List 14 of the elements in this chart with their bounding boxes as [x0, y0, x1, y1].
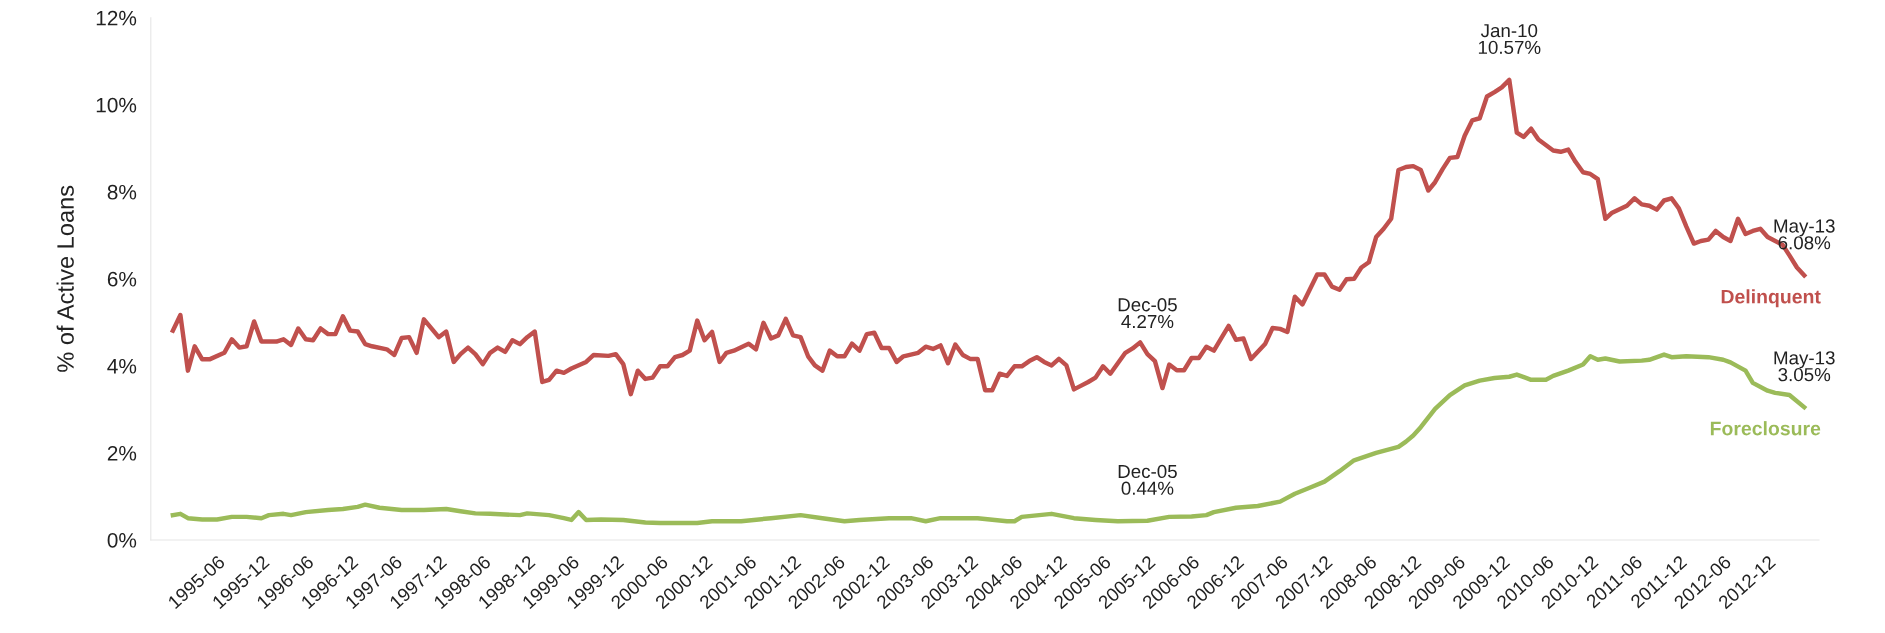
series-label: Delinquent: [1721, 289, 1821, 308]
y-tick-label: 6%: [107, 271, 137, 287]
y-tick-label: 0%: [107, 532, 137, 548]
annotation: Jan-10 10.57%: [1478, 23, 1541, 55]
series-label: Foreclosure: [1710, 421, 1821, 436]
y-tick-label: 12%: [96, 10, 137, 26]
annotation: May-13 3.05%: [1774, 351, 1835, 382]
annotation: Dec-05 0.44%: [1118, 464, 1177, 495]
y-tick-label: 10%: [96, 97, 137, 113]
y-axis-title: % of Active Loans: [56, 185, 74, 372]
annotation: Dec-05 4.27%: [1118, 298, 1177, 329]
y-tick-label: 4%: [107, 358, 137, 374]
y-tick-label: 2%: [107, 445, 137, 461]
y-tick-label: 8%: [107, 184, 137, 200]
